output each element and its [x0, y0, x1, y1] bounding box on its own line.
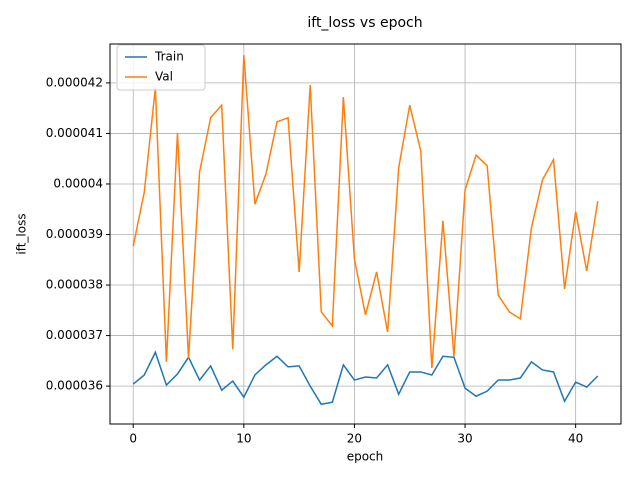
x-tick-label: 30 [457, 432, 472, 446]
y-tick-label: 0.000038 [46, 278, 103, 292]
x-tick-label: 20 [347, 432, 362, 446]
axes-frame [109, 43, 622, 425]
series-line [132, 55, 599, 368]
y-tick-label: 0.000041 [46, 126, 103, 140]
chart-title: ift_loss vs epoch [307, 15, 422, 31]
x-axis-label: epoch [347, 450, 384, 464]
series-line [132, 350, 599, 406]
y-tick-label: 0.000036 [46, 379, 103, 393]
y-tick-label: 0.000039 [46, 227, 103, 241]
grid: 0.000036 0.000037 0.000038 0.000039 0.00004 0… [46, 44, 621, 446]
legend-label: Val [155, 70, 173, 84]
x-tick-label: 0 [129, 432, 137, 446]
x-tick-label: 10 [236, 432, 251, 446]
plot-area [132, 55, 599, 406]
y-axis-label: ift_loss [15, 213, 29, 254]
legend: Train Val [116, 44, 206, 91]
x-tick-label: 40 [568, 432, 583, 446]
y-tick-label: 0.00004 [53, 176, 103, 190]
y-tick-label: 0.000037 [46, 328, 103, 342]
legend-label: Train [154, 50, 184, 64]
y-tick-label: 0.000042 [46, 75, 103, 89]
